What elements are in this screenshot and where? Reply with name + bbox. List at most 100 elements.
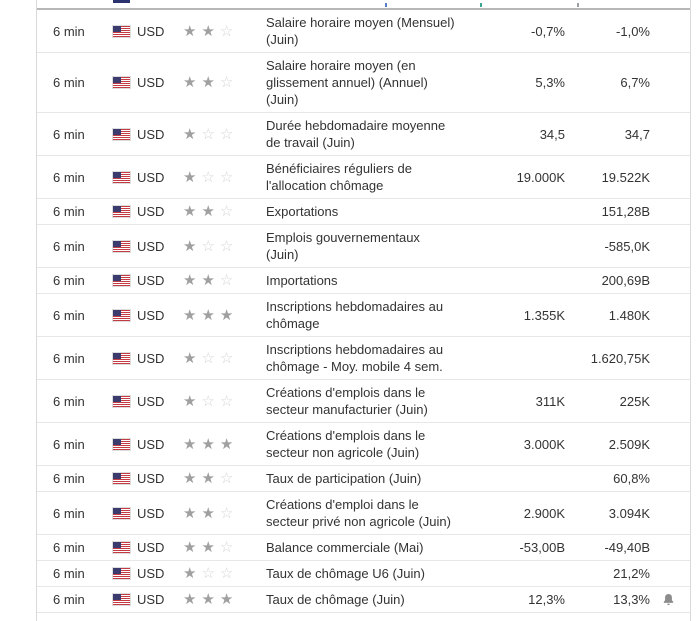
event-name[interactable]: Créations d'emplois dans le secteur manu… — [266, 385, 428, 417]
currency-cell: USD — [113, 505, 183, 522]
table-row[interactable]: 6 min USD ★ ☆ ☆ Inscriptions hebdomadaires… — [37, 337, 690, 380]
currency-cell: USD — [113, 272, 183, 289]
table-row[interactable]: 6 min USD ★ ★ ☆ Exportations 151,28B — [37, 199, 690, 225]
previous-value: 6,7% — [620, 75, 650, 90]
star-filled-icon: ★ — [183, 539, 197, 556]
importance-stars: ★ ☆ ☆ — [183, 170, 266, 185]
event-name[interactable]: Créations d'emploi dans le secteur privé… — [266, 497, 451, 529]
event-time: 6 min — [53, 23, 85, 39]
us-flag-icon — [113, 438, 130, 450]
event-name[interactable]: Inscriptions hebdomadaires au chômage — [266, 299, 444, 331]
star-filled-icon: ★ — [183, 349, 197, 367]
previous-value: 60,8% — [613, 471, 650, 486]
event-name[interactable]: Emplois gouvernementaux (Juin) — [266, 230, 420, 262]
event-time: 6 min — [53, 540, 85, 555]
event-name[interactable]: Salaire horaire moyen (en glissement ann… — [266, 58, 428, 107]
us-flag-icon — [113, 309, 130, 321]
previous-value: 1.620,75K — [590, 350, 650, 366]
table-row[interactable]: 6 min USD ★ ☆ ☆ Bénéficiaires réguliers de… — [37, 156, 690, 199]
star-filled-icon: ★ — [201, 591, 215, 608]
table-row[interactable]: 6 min USD ★ ★ ★ Taux de chômage (Juin) 12,… — [37, 587, 690, 613]
event-name[interactable]: Importations — [266, 273, 338, 288]
us-flag-icon — [113, 594, 130, 605]
bell-cell — [650, 127, 686, 142]
event-name[interactable]: Inscriptions hebdomadaires au chômage - … — [266, 342, 444, 374]
currency-cell: USD — [113, 203, 183, 220]
star-filled-icon: ★ — [219, 591, 234, 608]
event-time: 6 min — [53, 204, 85, 219]
previous-value: 3.094K — [608, 505, 650, 521]
table-row[interactable]: 6 min USD ★ ★ ☆ Taux de participation (Jui… — [37, 466, 690, 492]
table-row[interactable]: 6 min USD ★ ★ ★ Inscriptions hebdomadaires… — [37, 294, 690, 337]
currency-label: USD — [137, 471, 165, 486]
us-flag-icon — [113, 507, 130, 519]
importance-stars: ★ ☆ ☆ — [183, 127, 266, 142]
event-name[interactable]: Taux de participation (Juin) — [266, 471, 422, 486]
star-filled-icon: ★ — [183, 435, 197, 453]
event-name[interactable]: Balance commerciale (Mai) — [266, 540, 424, 555]
cutoff-row-bottom — [37, 613, 690, 621]
bell-cell — [650, 24, 686, 39]
currency-cell: USD — [113, 126, 183, 143]
glyph-fragment — [577, 3, 579, 7]
event-name[interactable]: Salaire horaire moyen (Mensuel) (Juin) — [266, 15, 455, 47]
table-row[interactable]: 6 min USD ★ ★ ☆ Créations d'emploi dans le… — [37, 492, 690, 535]
us-flag-icon — [113, 473, 130, 484]
previous-value: 13,3% — [613, 592, 650, 607]
star-filled-icon: ★ — [183, 306, 197, 324]
bell-cell — [650, 592, 686, 607]
star-filled-icon: ★ — [201, 74, 215, 91]
table-row[interactable]: 6 min USD ★ ☆ ☆ Taux de chômage U6 (Juin) … — [37, 561, 690, 587]
table-row[interactable]: 6 min USD ★ ☆ ☆ Emplois gouvernementaux (J… — [37, 225, 690, 268]
star-empty-icon: ☆ — [219, 565, 234, 582]
event-name[interactable]: Bénéficiaires réguliers de l'allocation … — [266, 161, 412, 193]
table-row[interactable]: 6 min USD ★ ★ ☆ Balance commerciale (Mai) … — [37, 535, 690, 561]
star-filled-icon: ★ — [201, 539, 215, 556]
star-filled-icon: ★ — [201, 306, 215, 324]
currency-cell: USD — [113, 74, 183, 91]
event-name[interactable]: Créations d'emplois dans le secteur non … — [266, 428, 426, 460]
event-time: 6 min — [53, 471, 85, 486]
bell-cell — [650, 540, 686, 555]
star-filled-icon: ★ — [201, 272, 215, 289]
event-name[interactable]: Exportations — [266, 204, 339, 219]
previous-value: -49,40B — [604, 540, 650, 555]
bell-cell — [650, 170, 686, 185]
star-filled-icon: ★ — [183, 22, 197, 40]
bell-cell — [650, 437, 686, 452]
currency-label: USD — [137, 238, 165, 254]
event-time: 6 min — [53, 169, 85, 185]
event-name[interactable]: Durée hebdomadaire moyenne de travail (J… — [266, 118, 446, 150]
bell-cell — [650, 273, 686, 288]
event-name[interactable]: Taux de chômage U6 (Juin) — [266, 566, 425, 581]
us-flag-icon — [113, 395, 130, 407]
table-row[interactable]: 6 min USD ★ ★ ☆ Salaire horaire moyen (Men… — [37, 10, 690, 53]
table-row[interactable]: 6 min USD ★ ★ ★ Créations d'emplois dans l… — [37, 423, 690, 466]
us-flag-icon — [113, 275, 130, 286]
table-row[interactable]: 6 min USD ★ ☆ ☆ Durée hebdomadaire moyenne… — [37, 113, 690, 156]
bell-cell — [650, 471, 686, 486]
importance-stars: ★ ☆ ☆ — [183, 394, 266, 409]
event-name[interactable]: Taux de chômage (Juin) — [266, 592, 405, 607]
event-time: 6 min — [53, 436, 85, 452]
star-filled-icon: ★ — [183, 591, 197, 608]
currency-label: USD — [137, 273, 165, 288]
bell-cell — [650, 204, 686, 219]
table-row[interactable]: 6 min USD ★ ★ ☆ Importations 200,69B — [37, 268, 690, 294]
alert-bell-button[interactable] — [662, 592, 675, 607]
us-flag-icon — [113, 128, 130, 140]
star-filled-icon: ★ — [183, 470, 197, 487]
star-empty-icon: ☆ — [219, 237, 234, 255]
event-time: 6 min — [53, 350, 85, 366]
currency-label: USD — [137, 307, 165, 323]
importance-stars: ★ ☆ ☆ — [183, 351, 266, 366]
us-flag-icon — [113, 25, 130, 37]
importance-stars: ★ ★ ☆ — [183, 24, 266, 39]
cutoff-row-top: ☆ ☆ ☆ — [37, 0, 690, 10]
event-time: 6 min — [53, 238, 85, 254]
forecast-value: 3.000K — [523, 436, 565, 452]
currency-cell: USD — [113, 393, 183, 410]
table-row[interactable]: 6 min USD ★ ★ ☆ Salaire horaire moyen (en … — [37, 53, 690, 113]
table-row[interactable]: 6 min USD ★ ☆ ☆ Créations d'emplois dans l… — [37, 380, 690, 423]
importance-stars: ★ ★ ☆ — [183, 506, 266, 521]
